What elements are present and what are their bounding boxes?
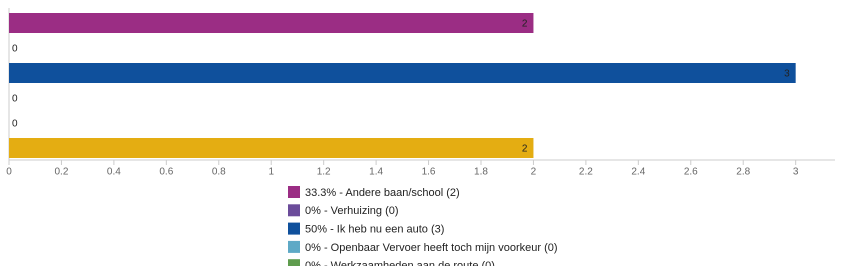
value-label: 2 bbox=[522, 19, 528, 30]
x-tick-label: 1 bbox=[268, 167, 274, 178]
x-tick-label: 0.6 bbox=[159, 167, 173, 178]
x-tick-label: 1.2 bbox=[317, 167, 331, 178]
x-tick-label: 2.6 bbox=[684, 167, 698, 178]
value-label: 0 bbox=[12, 44, 18, 55]
legend-swatch bbox=[288, 186, 300, 198]
x-tick-label: 0.4 bbox=[107, 167, 121, 178]
x-tick-label: 2.2 bbox=[579, 167, 593, 178]
x-tick-label: 1.8 bbox=[474, 167, 488, 178]
bar bbox=[9, 138, 534, 158]
x-tick-label: 3 bbox=[793, 167, 799, 178]
x-tick-label: 1.6 bbox=[422, 167, 436, 178]
legend-label: 33.3% - Andere baan/school (2) bbox=[305, 187, 460, 199]
bar bbox=[9, 63, 796, 83]
legend-label: 50% - Ik heb nu een auto (3) bbox=[305, 224, 444, 236]
legend-label: 0% - Openbaar Vervoer heeft toch mijn vo… bbox=[305, 242, 558, 254]
x-tick-label: 1.4 bbox=[369, 167, 383, 178]
x-tick-label: 2.4 bbox=[631, 167, 645, 178]
legend-swatch bbox=[288, 222, 300, 235]
legend-swatch bbox=[288, 259, 300, 266]
legend-swatch bbox=[288, 204, 300, 217]
x-tick-label: 0.8 bbox=[212, 167, 226, 178]
value-label: 3 bbox=[784, 69, 790, 80]
bar bbox=[9, 13, 534, 33]
x-tick-label: 0 bbox=[6, 167, 12, 178]
value-label: 0 bbox=[12, 119, 18, 130]
legend-label: 0% - Werkzaamheden aan de route (0) bbox=[305, 260, 495, 266]
x-tick-label: 2 bbox=[531, 167, 537, 178]
legend-label: 0% - Verhuizing (0) bbox=[305, 205, 399, 217]
x-tick-label: 0.2 bbox=[54, 167, 68, 178]
x-tick-label: 2.8 bbox=[736, 167, 750, 178]
legend-swatch bbox=[288, 240, 300, 253]
value-label: 0 bbox=[12, 94, 18, 105]
value-label: 2 bbox=[522, 144, 528, 155]
